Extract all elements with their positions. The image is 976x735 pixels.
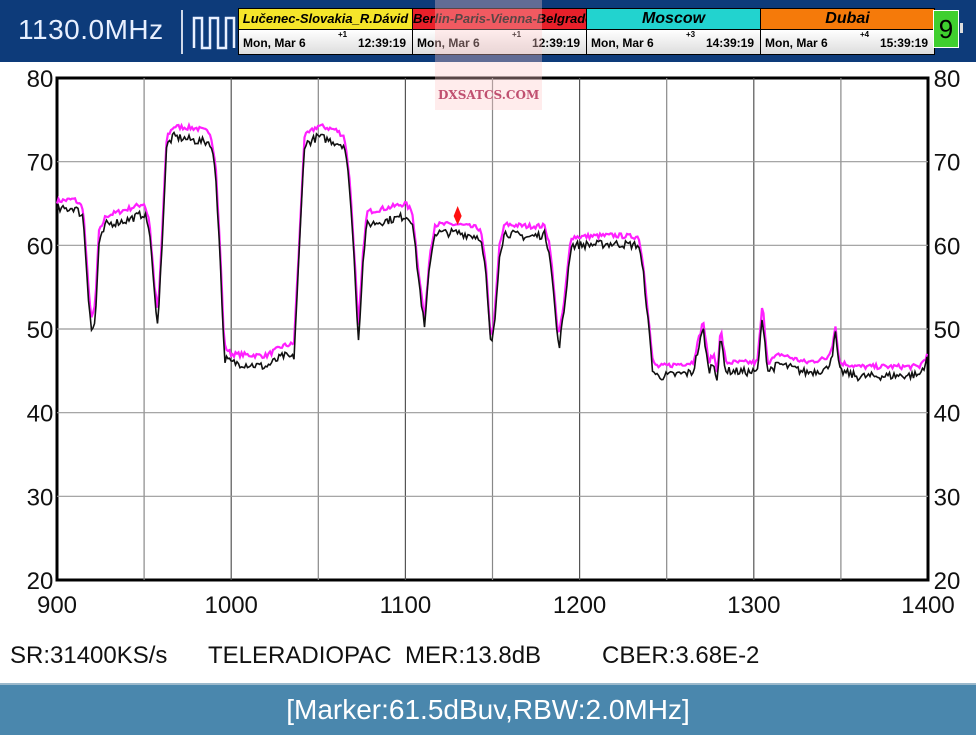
- x-tick-label: 1000: [205, 592, 258, 619]
- pulse-wave-icon: [192, 16, 236, 50]
- battery-icon: 9: [933, 10, 963, 48]
- y-tick-label-right: 20: [934, 568, 961, 595]
- clock-offset: +3: [686, 30, 696, 39]
- marker-diamond[interactable]: [453, 206, 462, 226]
- clock-city: Lučenec-Slovakia_R.Dávid: [239, 9, 412, 29]
- x-tick-label: 1100: [380, 592, 432, 619]
- mer-value: MER:13.8dB: [405, 642, 542, 669]
- y-tick-label-right: 70: [934, 150, 961, 177]
- clock-date: Mon, Mar 6: [243, 36, 306, 50]
- signal-info: SR:31400KS/s TELERADIOPAC MER:13.8dB CBE…: [10, 642, 970, 672]
- y-tick-label-left: 60: [27, 233, 54, 260]
- clock-offset: +1: [512, 30, 522, 39]
- x-tick-label: 900: [37, 592, 77, 619]
- y-tick-label-right: 30: [934, 484, 961, 511]
- clock-0: Lučenec-Slovakia_R.Dávid Mon, Mar 6 +1 12:…: [239, 9, 412, 54]
- spectrum-chart: 900 1000 1100 1200 1300 1400 80 80 70 70 60 60 50 50 4…: [27, 66, 961, 619]
- world-clocks: Lučenec-Slovakia_R.Dávid Mon, Mar 6 +1 12:…: [238, 8, 935, 55]
- clock-1: Berlin-Paris-Vienna-Belgrade Mon, Mar 6 +…: [413, 9, 586, 54]
- y-tick-label-right: 40: [934, 401, 961, 428]
- y-tick-label-left: 30: [27, 484, 54, 511]
- clock-date: Mon, Mar 6: [765, 36, 828, 50]
- clock-time-row: Mon, Mar 6 +1 12:39:19: [413, 29, 586, 54]
- y-tick-label-right: 60: [934, 233, 961, 260]
- clock-offset: +1: [338, 30, 348, 39]
- y-tick-label-right: 50: [934, 317, 961, 344]
- clock-time: 14:39:19: [705, 36, 754, 50]
- status-bar: [Marker:61.5dBuv,RBW:2.0MHz]: [0, 683, 976, 735]
- y-tick-label-left: 50: [27, 317, 54, 344]
- channel-name: TELERADIOPAC: [208, 642, 392, 669]
- divider: [181, 10, 183, 54]
- y-tick-label-left: 20: [27, 568, 54, 595]
- y-tick-label-left: 40: [27, 401, 54, 428]
- clock-time: 15:39:19: [879, 36, 928, 50]
- y-tick-label-left: 80: [27, 66, 54, 93]
- y-tick-label-right: 80: [934, 66, 961, 93]
- watermark-logo: [435, 0, 542, 110]
- clock-city: Berlin-Paris-Vienna-Belgrade: [413, 9, 586, 29]
- clock-2: Moscow Mon, Mar 6 +3 14:39:19: [587, 9, 760, 54]
- x-tick-label: 1200: [553, 592, 606, 619]
- clock-time-row: Mon, Mar 6 +3 14:39:19: [587, 29, 760, 54]
- max-hold-trace: [55, 121, 929, 373]
- live-trace: [56, 130, 928, 383]
- clock-time-row: Mon, Mar 6 +4 15:39:19: [761, 29, 934, 54]
- clock-3: Dubai Mon, Mar 6 +4 15:39:19: [761, 9, 934, 54]
- clock-offset: +4: [860, 30, 870, 39]
- top-bar: 1130.0MHz Lučenec-Slovakia_R.Dávid Mon, …: [0, 0, 976, 62]
- clock-time-row: Mon, Mar 6 +1 12:39:19: [239, 29, 412, 54]
- clock-time: 12:39:19: [531, 36, 580, 50]
- center-frequency[interactable]: 1130.0MHz: [18, 14, 164, 45]
- symbol-rate: SR:31400KS/s: [10, 642, 168, 669]
- clock-city: Dubai: [761, 9, 934, 29]
- clock-date: Mon, Mar 6: [417, 36, 480, 50]
- watermark-text: DXSATCS.COM: [438, 88, 540, 102]
- y-tick-label-left: 70: [27, 150, 54, 177]
- clock-time: 12:39:19: [357, 36, 406, 50]
- cber-value: CBER:3.68E-2: [602, 642, 760, 669]
- x-tick-label: 1400: [901, 592, 954, 619]
- clock-date: Mon, Mar 6: [591, 36, 654, 50]
- clock-city: Moscow: [587, 9, 760, 29]
- x-tick-label: 1300: [727, 592, 780, 619]
